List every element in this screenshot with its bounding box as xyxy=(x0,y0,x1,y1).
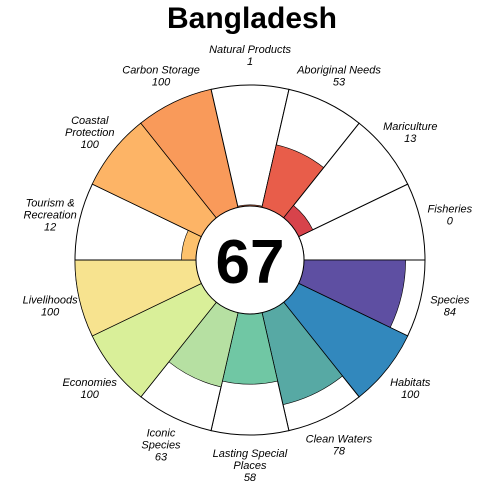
label-habitats: Habitats 100 xyxy=(390,377,431,401)
label-natural-products: Natural Products 1 xyxy=(209,44,291,68)
center-circle xyxy=(195,205,305,315)
chart-title: Bangladesh xyxy=(167,2,337,35)
label-lasting-special-places: Lasting Special Places 58 xyxy=(213,448,288,484)
label-coastal-protection: Coastal Protection 100 xyxy=(65,115,115,151)
label-iconic-species: Iconic Species 63 xyxy=(141,428,181,464)
label-economies: Economies 100 xyxy=(62,377,117,401)
label-tourism-recreation: Tourism & Recreation 12 xyxy=(24,197,77,233)
label-clean-waters: Clean Waters 78 xyxy=(306,434,373,458)
center-score: 67 xyxy=(216,228,285,297)
label-fisheries: Fisheries 0 xyxy=(428,203,473,227)
labels-group: Fisheries 0 Species 84 Habitats 100 Clean Wate… xyxy=(23,44,473,484)
label-mariculture: Mariculture 13 xyxy=(383,121,437,145)
label-species: Species 84 xyxy=(430,295,470,319)
petals-group xyxy=(74,84,426,436)
label-carbon-storage: Carbon Storage 100 xyxy=(122,64,200,88)
label-livelihoods: Livelihoods 100 xyxy=(23,295,79,319)
label-aboriginal-needs: Aboriginal Needs 53 xyxy=(296,64,381,88)
